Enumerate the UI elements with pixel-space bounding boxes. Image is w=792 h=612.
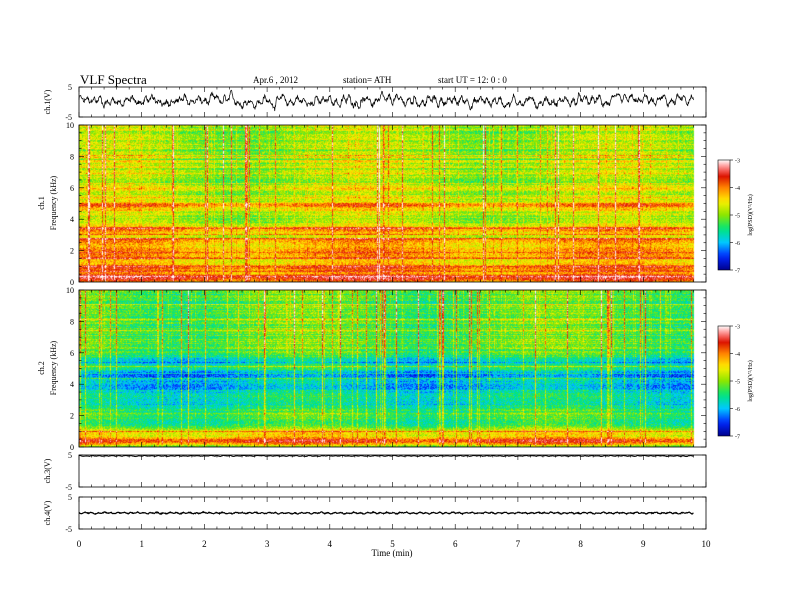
ch2_spectrogram-ytick-0: 0 (70, 443, 74, 452)
ch4-waveform-panel: 5 -5 ch.4(V) (43, 493, 707, 534)
ch2_spectrogram-cbar-tick-0: -3 (735, 325, 740, 331)
start-time-label: start UT = 12: 0 : 0 (438, 75, 507, 85)
ch1-waveform-panel: 5 -5 ch.1(V) (43, 83, 707, 122)
ch1_spectrogram-ytick-10: 10 (66, 121, 74, 130)
ch1_spectrogram-cbar-tick-4: -7 (735, 269, 740, 275)
time-tick-label-4: 4 (328, 539, 333, 549)
ch3_waveform-ytick-0: 5 (68, 451, 72, 460)
ch3_waveform-ytick-1: -5 (65, 483, 72, 492)
ch2-colorbar-label: log(PSD)(V²/Hz) (747, 360, 754, 401)
time-tick-label-5: 5 (390, 539, 395, 549)
ch2-spectrogram-image (79, 290, 706, 447)
time-tick-label-2: 2 (202, 539, 207, 549)
ch1_waveform-ytick-0: 5 (68, 83, 72, 92)
ch2-colorbar: -3 -4 -5 -6 -7 log(PSD)(V²/Hz) (717, 325, 754, 441)
ch1-spectrogram-ylabel: Frequency (kHz) (49, 175, 58, 230)
ch2_spectrogram-ytick-8: 8 (70, 317, 74, 326)
ch2_spectrogram-ytick-2: 2 (70, 412, 74, 421)
ch1_spectrogram-cbar-tick-1: -4 (735, 186, 740, 192)
ch1-colorbar-label: log(PSD)(V²/Hz) (747, 194, 754, 235)
ch1_spectrogram-ytick-2: 2 (70, 247, 74, 256)
ch2-spectrogram-channel-label: ch.2 (37, 361, 46, 375)
time-tick-label-6: 6 (453, 539, 458, 549)
ch4-waveform-ylabel: ch.4(V) (43, 500, 52, 525)
ch3-waveform-panel: 5 -5 ch.3(V) (43, 451, 707, 492)
ch1_spectrogram-ytick-6: 6 (70, 184, 74, 193)
time-tick-label-1: 1 (139, 539, 144, 549)
ch2-colorbar-gradient (718, 326, 730, 436)
ch1_waveform-ytick-1: -5 (65, 113, 72, 122)
date-label: Apr.6 , 2012 (253, 75, 298, 85)
ch2_spectrogram-cbar-tick-2: -5 (735, 380, 740, 386)
ch3-waveform-line (78, 454, 694, 458)
time-tick-label-7: 7 (516, 539, 521, 549)
time-axis-label: Time (min) (372, 548, 413, 558)
ch3-waveform-ylabel: ch.3(V) (43, 458, 52, 483)
ch2_spectrogram-ytick-4: 4 (70, 380, 74, 389)
ch2_spectrogram-ytick-10: 10 (66, 286, 74, 295)
ch4-waveform-line (78, 510, 694, 516)
ch1_spectrogram-ytick-8: 8 (70, 152, 74, 161)
ch2-spectrogram-panel: 0 2 4 6 8 10 ch.2 Frequency (kHz) (37, 286, 707, 452)
ch2_spectrogram-ytick-6: 6 (70, 349, 74, 358)
ch2_spectrogram-cbar-tick-3: -6 (735, 407, 740, 413)
figure-title: VLF Spectra (80, 72, 147, 87)
ch1-waveform-line (78, 89, 694, 112)
ch1-spectrogram-image (79, 125, 706, 282)
time-axis: 0 1 2 3 4 5 6 7 8 9 10 (77, 539, 711, 549)
ch1-spectrogram-channel-label: ch.1 (37, 196, 46, 210)
ch1_spectrogram-cbar-tick-2: -5 (735, 214, 740, 220)
ch2_spectrogram-cbar-tick-1: -4 (735, 352, 740, 358)
ch1-colorbar-gradient (718, 160, 730, 270)
ch2-spectrogram-ylabel: Frequency (kHz) (49, 340, 58, 395)
station-label: station= ATH (343, 75, 392, 85)
ch4_waveform-ytick-1: -5 (65, 525, 72, 534)
ch1_spectrogram-cbar-tick-0: -3 (735, 159, 740, 165)
ch2_spectrogram-cbar-tick-4: -7 (735, 435, 740, 441)
ch1_spectrogram-cbar-tick-3: -6 (735, 241, 740, 247)
ch1-waveform-ylabel: ch.1(V) (43, 89, 52, 114)
ch1_spectrogram-ytick-0: 0 (70, 278, 74, 287)
ch1-colorbar: -3 -4 -5 -6 -7 log(PSD)(V²/Hz) (717, 159, 754, 275)
time-tick-label-10: 10 (702, 539, 712, 549)
ch1-spectrogram-panel: 0 2 4 6 8 10 ch.1 Frequency (kHz) (37, 121, 707, 287)
time-tick-label-8: 8 (578, 539, 583, 549)
time-tick-label-0: 0 (77, 539, 82, 549)
time-tick-label-9: 9 (641, 539, 646, 549)
time-tick-label-3: 3 (265, 539, 270, 549)
ch4_waveform-ytick-0: 5 (68, 493, 72, 502)
ch1_spectrogram-ytick-4: 4 (70, 215, 74, 224)
